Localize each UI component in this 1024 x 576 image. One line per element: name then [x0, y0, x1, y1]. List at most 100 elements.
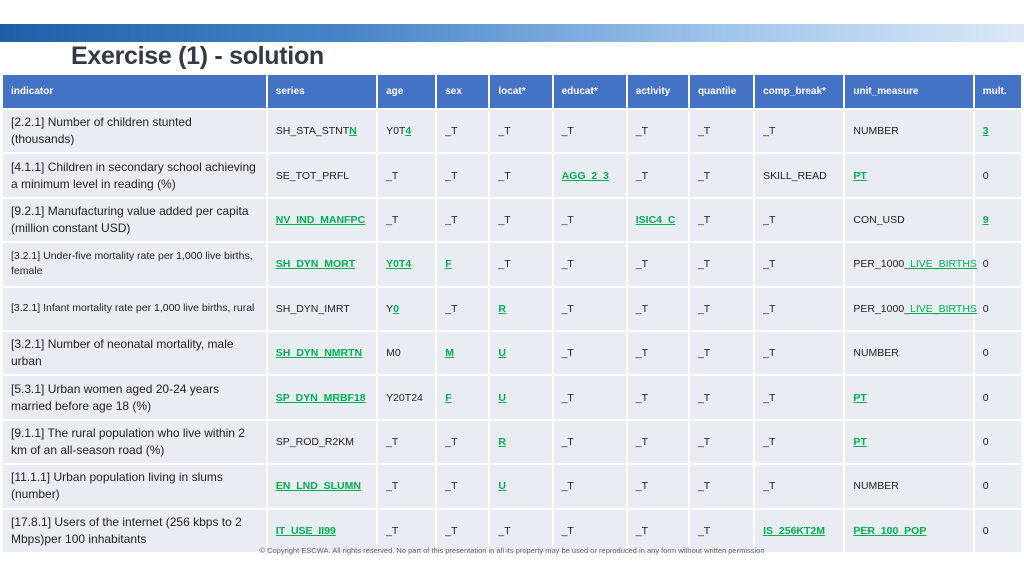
cell-indicator: [17.8.1] Users of the internet (256 kbps…: [3, 509, 266, 552]
header-age: age: [378, 75, 436, 108]
cell-age: Y20T24: [378, 376, 436, 419]
cell-educat: _T: [553, 509, 626, 552]
cell-series: SE_TOT_PRFL: [267, 154, 377, 197]
cell-age: Y0T4: [378, 110, 436, 153]
cell-sex: _T: [437, 154, 489, 197]
cell-series: SH_DYN_NMRTN: [267, 331, 377, 375]
cell-comp-break: _T: [755, 110, 844, 153]
cell-activity: _T: [627, 154, 688, 197]
cell-age: _T: [378, 198, 436, 242]
cell-educat: _T: [553, 331, 626, 375]
cell-comp-break: _T: [755, 243, 844, 286]
cell-activity: _T: [627, 110, 688, 153]
cell-quantile: _T: [689, 198, 754, 242]
cell-series: EN_LND_SLUMN: [267, 465, 377, 508]
cell-series: SP_ROD_R2KM: [267, 420, 377, 464]
cell-locat: U: [490, 376, 552, 419]
cell-sex: F: [437, 376, 489, 419]
cell-quantile: _T: [689, 287, 754, 330]
cell-quantile: _T: [689, 331, 754, 375]
cell-quantile: _T: [689, 376, 754, 419]
cell-quantile: _T: [689, 420, 754, 464]
cell-quantile: _T: [689, 154, 754, 197]
cell-age: _T: [378, 465, 436, 508]
cell-unit-measure: PT: [845, 154, 973, 197]
cell-comp-break: _T: [755, 420, 844, 464]
table-row: [17.8.1] Users of the internet (256 kbps…: [3, 509, 1021, 552]
cell-sex: _T: [437, 509, 489, 552]
header-mult: mult.: [974, 75, 1021, 108]
cell-mult: 0: [974, 420, 1021, 464]
cell-mult: 0: [974, 287, 1021, 330]
cell-mult: 0: [974, 376, 1021, 419]
cell-comp-break: IS_256KT2M: [755, 509, 844, 552]
cell-unit-measure: PT: [845, 420, 973, 464]
cell-comp-break: SKILL_READ: [755, 154, 844, 197]
solution-table: indicator series age sex locat* educat* …: [1, 73, 1023, 554]
cell-unit-measure: CON_USD: [845, 198, 973, 242]
cell-mult: 0: [974, 331, 1021, 375]
cell-unit-measure: PER_1000_LIVE_BIRTHS: [845, 243, 977, 286]
cell-educat: _T: [553, 198, 626, 242]
table-body: [2.2.1] Number of children stunted (thou…: [3, 110, 1021, 552]
cell-locat: R: [490, 287, 552, 330]
cell-activity: _T: [627, 509, 688, 552]
cell-activity: _T: [627, 420, 688, 464]
cell-sex: _T: [437, 465, 489, 508]
header-comp-break: comp_break*: [755, 75, 844, 108]
cell-locat: _T: [490, 243, 552, 286]
cell-quantile: _T: [689, 110, 754, 153]
cell-comp-break: _T: [755, 376, 844, 419]
cell-unit-measure: PER_1000_LIVE_BIRTHS: [845, 287, 977, 330]
cell-activity: _T: [627, 287, 688, 330]
page-title: Exercise (1) - solution: [71, 42, 324, 70]
cell-series: SH_DYN_MORT: [267, 243, 377, 286]
copyright-notice: © Copyright ESCWA. All rights reserved. …: [259, 546, 765, 555]
cell-sex: M: [437, 331, 489, 375]
cell-comp-break: _T: [755, 287, 844, 330]
cell-sex: _T: [437, 110, 489, 153]
cell-age: _T: [378, 509, 436, 552]
header-sex: sex: [437, 75, 489, 108]
cell-educat: _T: [553, 420, 626, 464]
header-locat: locat*: [490, 75, 552, 108]
cell-age: _T: [378, 420, 436, 464]
header-indicator: indicator: [3, 75, 266, 108]
cell-locat: _T: [490, 509, 552, 552]
cell-indicator: [4.1.1] Children in secondary school ach…: [3, 154, 266, 197]
table-row: [11.1.1] Urban population living in slum…: [3, 465, 1021, 508]
cell-comp-break: _T: [755, 331, 844, 375]
cell-activity: ISIC4_C: [627, 198, 688, 242]
cell-locat: _T: [490, 154, 552, 197]
cell-series: NV_IND_MANFPC: [267, 198, 377, 242]
cell-age: M0: [378, 331, 436, 375]
cell-mult: 0: [974, 465, 1021, 508]
cell-quantile: _T: [689, 465, 754, 508]
top-banner: [0, 24, 1024, 42]
cell-unit-measure: PT: [845, 376, 973, 419]
cell-age: Y0T4: [378, 243, 436, 286]
cell-locat: U: [490, 331, 552, 375]
table-row: [3.2.1] Under-five mortality rate per 1,…: [3, 243, 1021, 286]
cell-unit-measure: NUMBER: [845, 465, 973, 508]
cell-educat: _T: [553, 376, 626, 419]
cell-educat: _T: [553, 465, 626, 508]
cell-unit-measure: PER_100_POP: [845, 509, 973, 552]
header-row: indicator series age sex locat* educat* …: [3, 75, 1021, 108]
cell-locat: _T: [490, 198, 552, 242]
table-row: [3.2.1] Number of neonatal mortality, ma…: [3, 331, 1021, 375]
cell-mult: 3: [974, 110, 1021, 153]
cell-indicator: [5.3.1] Urban women aged 20-24 years mar…: [3, 376, 266, 419]
cell-locat: R: [490, 420, 552, 464]
cell-educat: AGG_2_3: [553, 154, 626, 197]
cell-activity: _T: [627, 331, 688, 375]
cell-sex: F: [437, 243, 489, 286]
cell-series: SP_DYN_MRBF18: [267, 376, 377, 419]
cell-indicator: [3.2.1] Infant mortality rate per 1,000 …: [3, 287, 266, 330]
cell-indicator: [2.2.1] Number of children stunted (thou…: [3, 110, 266, 153]
cell-series: SH_DYN_IMRT: [267, 287, 377, 330]
header-unit-measure: unit_measure: [845, 75, 973, 108]
cell-comp-break: _T: [755, 465, 844, 508]
table-row: [2.2.1] Number of children stunted (thou…: [3, 110, 1021, 153]
cell-sex: _T: [437, 198, 489, 242]
